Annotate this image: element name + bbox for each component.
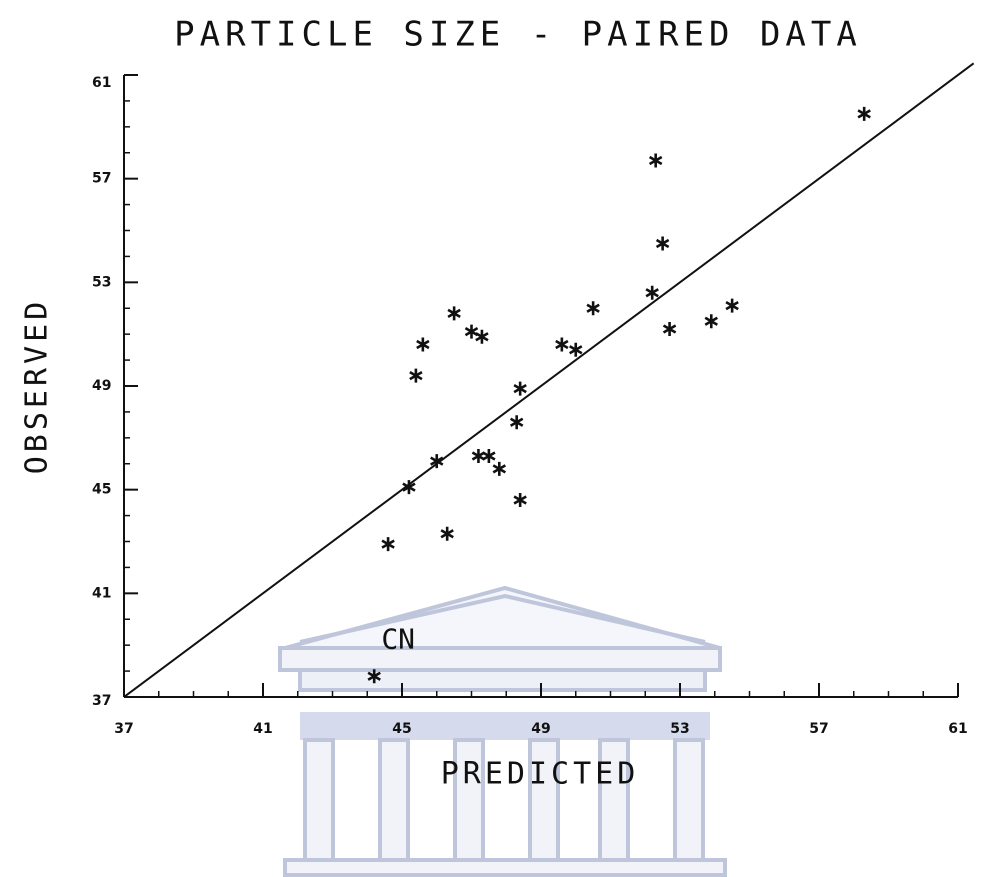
- point: [492, 461, 507, 476]
- point: [509, 415, 524, 430]
- y-tick-label: 57: [92, 171, 111, 187]
- point: [645, 285, 659, 300]
- point: [586, 301, 600, 316]
- watermark: [278, 585, 727, 877]
- point: [430, 454, 444, 469]
- y-axis-label: OBSERVED: [20, 298, 55, 475]
- y-tick-label: 45: [92, 482, 111, 498]
- x-tick-label: 49: [531, 721, 550, 737]
- point: [440, 526, 454, 541]
- y-tick-label: 37: [92, 693, 111, 709]
- chart-title: PARTICLE SIZE - PAIRED DATA: [174, 15, 862, 55]
- point: [662, 321, 677, 336]
- point: [416, 337, 430, 352]
- y-tick-label: 41: [92, 585, 111, 601]
- x-tick-label: 37: [114, 721, 133, 737]
- point: [857, 106, 871, 121]
- y-tick-label: 49: [92, 378, 111, 394]
- point: [569, 342, 583, 357]
- y-tick-label: 53: [92, 274, 111, 290]
- point: [409, 368, 423, 383]
- x-tick-label: 61: [948, 721, 967, 737]
- point: [648, 153, 663, 168]
- x-tick-label: 57: [809, 721, 828, 737]
- point: [402, 480, 416, 495]
- point: [471, 448, 486, 463]
- annotation: CN: [381, 622, 415, 655]
- point: [381, 537, 395, 552]
- x-tick-label: 53: [670, 721, 689, 737]
- x-axis-label: PREDICTED: [441, 757, 640, 792]
- point: [704, 314, 718, 329]
- point: [725, 298, 739, 313]
- x-tick-label: 45: [392, 721, 411, 737]
- point: [513, 493, 527, 508]
- point: [367, 669, 381, 684]
- point: [464, 324, 479, 339]
- reference-line: [123, 62, 975, 698]
- y-tick-label: 61: [92, 75, 111, 91]
- x-tick-label: 41: [253, 721, 272, 737]
- point: [475, 329, 489, 344]
- point: [482, 448, 496, 463]
- point: [555, 337, 569, 352]
- point: [447, 306, 461, 321]
- point: [513, 381, 527, 396]
- point: [655, 236, 670, 251]
